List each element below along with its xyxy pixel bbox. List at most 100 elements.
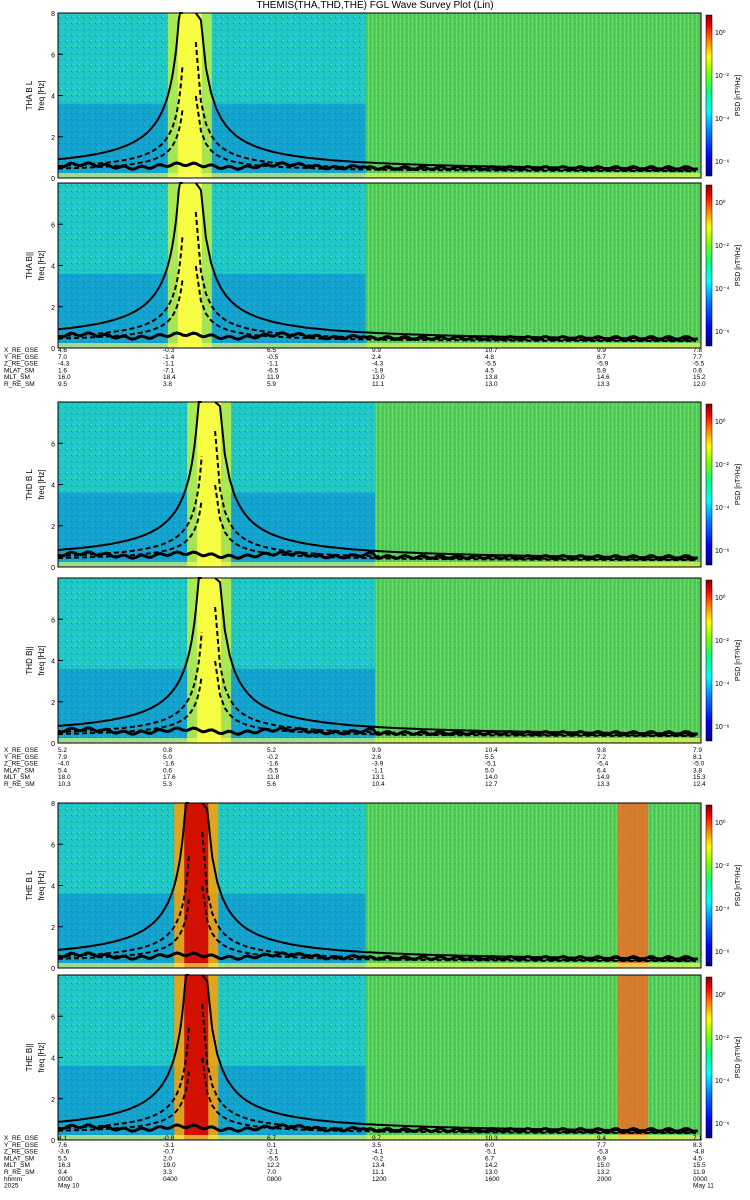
ephemeris-value: 8.1 — [693, 754, 702, 761]
ephemeris-value: -2.1 — [267, 1149, 279, 1156]
ephemeris-value: 5.9 — [267, 381, 276, 388]
colorbar-label: PSD [nT²/Hz] — [735, 865, 742, 906]
ephemeris-value: 18.0 — [58, 774, 71, 781]
ephemeris-value: 8.3 — [693, 1142, 702, 1149]
ephemeris-table: X_RE_GSE 4.6 -0.3 6.5 9.9 10.7 9.9 7.8 Y_RE_GSE 7… — [4, 347, 706, 388]
gyrofrequency-curve — [58, 675, 203, 735]
low-freq-trace — [57, 1123, 699, 1134]
ephemeris-value: 5.2 — [58, 747, 67, 754]
ephemeris-row-label: Y_RE_GSE — [4, 754, 39, 761]
y-tick-label: 2 — [51, 700, 55, 707]
colorbar-tick-label: 10⁻⁴ — [715, 906, 730, 913]
gyrofrequency-curve — [194, 95, 696, 173]
colorbar-label: PSD [nT²/Hz] — [735, 75, 742, 116]
panel-ylabel: THE B|| — [25, 1044, 34, 1072]
y-tick-label: 8 — [51, 801, 55, 808]
y-tick-label: 4 — [51, 884, 55, 891]
ephemeris-value: -3.9 — [372, 761, 384, 768]
panel-unit: freq [Hz] — [37, 250, 46, 280]
ephemeris-value: 11.1 — [372, 381, 385, 388]
colorbar — [705, 579, 713, 742]
y-tick-label: 4 — [51, 264, 55, 271]
wave-streaks — [365, 13, 701, 178]
ephemeris-value: 13.3 — [597, 381, 610, 388]
ephemeris-value: 10.3 — [485, 1135, 498, 1142]
ephemeris-value: 17.6 — [163, 774, 176, 781]
ephemeris-value: 10.4 — [485, 747, 498, 754]
colorbar-tick-label: 10⁻² — [715, 863, 729, 870]
low-freq-strip — [58, 173, 701, 178]
panel-unit: freq [Hz] — [37, 469, 46, 499]
gyrofrequency-curve — [58, 279, 184, 340]
gyrofrequency-curve — [58, 632, 203, 733]
ephemeris-value: 5.5 — [58, 1155, 67, 1162]
ephemeris-value: -4.3 — [58, 361, 70, 368]
ephemeris-value: 12.2 — [267, 1162, 280, 1169]
ephemeris-value: 4.8 — [485, 354, 494, 361]
spectrogram-panel: 0 2 4 6 THE B|| freq [Hz] 10⁰ 10⁻² 10⁻⁴ 10⁻⁶ PSD [… — [25, 974, 742, 1145]
ephemeris-value: -5.3 — [597, 1149, 609, 1156]
ephemeris-value: -0.5 — [267, 354, 279, 361]
ephemeris-row-label: MLT_SM — [4, 1162, 30, 1169]
colorbar-label: PSD [nT²/Hz] — [735, 464, 742, 505]
ephemeris-value: 1.6 — [58, 367, 67, 374]
panel-unit: freq [Hz] — [37, 80, 46, 110]
colorbar — [705, 804, 713, 967]
colorbar-tick-label: 10⁻⁶ — [715, 949, 729, 956]
y-tick-label: 4 — [51, 94, 55, 101]
page-title: THEMIS(THA,THD,THE) FGL Wave Survey Plot… — [256, 0, 494, 11]
low-freq-trace — [57, 550, 699, 561]
gyrofrequency-curve — [57, 401, 202, 551]
high-power-band — [617, 803, 649, 968]
ephemeris-value: -5.5 — [267, 1155, 279, 1162]
ephemeris-value: 6.4 — [597, 767, 606, 774]
low-freq-trace — [57, 331, 699, 342]
ephemeris-value: -5.5 — [693, 361, 705, 368]
colorbar-tick-label: 10⁻⁶ — [715, 329, 729, 336]
colorbar-tick-label: 10⁰ — [715, 819, 726, 827]
ephemeris-value: 5.6 — [267, 781, 276, 788]
panel-unit: freq [Hz] — [37, 1042, 46, 1072]
ephemeris-value: 9.9 — [597, 347, 606, 354]
y-tick-label: 6 — [51, 617, 55, 624]
ephemeris-row-label: Z_RE_GSE — [4, 1149, 39, 1156]
ephemeris-value: -4.1 — [372, 1149, 384, 1156]
colorbar-tick-label: 10⁰ — [715, 29, 726, 37]
ephemeris-row-label: MLAT_SM — [4, 367, 34, 374]
ephemeris-value: 2.6 — [372, 754, 381, 761]
ephemeris-value: -3.6 — [58, 1149, 70, 1156]
colorbar — [705, 14, 713, 177]
colorbar — [705, 976, 713, 1139]
ephemeris-value: -5.4 — [597, 761, 609, 768]
ephemeris-value: 13.8 — [485, 374, 498, 381]
ephemeris-value: 9.5 — [58, 381, 67, 388]
ephemeris-value: 4.5 — [693, 1155, 702, 1162]
ephemeris-row-label: R_RE_SM — [4, 381, 35, 388]
gyrofrequency-curve — [57, 855, 190, 958]
ephemeris-value: -5.1 — [485, 1149, 497, 1156]
low-freq-trace — [57, 161, 699, 172]
gyrofrequency-curve — [57, 974, 189, 1123]
panel-ylabel: THD B L — [25, 469, 34, 500]
ephemeris-value: 5.4 — [58, 767, 67, 774]
ephemeris-value: -4.0 — [58, 761, 70, 768]
ephemeris-value: 10.3 — [58, 781, 71, 788]
ephemeris-row-label: Z_RE_GSE — [4, 361, 39, 368]
colorbar-tick-label: 10⁻² — [715, 73, 729, 80]
ephemeris-value: 9.7 — [372, 1135, 381, 1142]
ephemeris-value: 7.7 — [597, 1142, 606, 1149]
colorbar-tick-label: 10⁰ — [715, 418, 726, 426]
wave-streaks — [374, 578, 701, 743]
low-freq-trace — [57, 951, 699, 962]
colorbar-label: PSD [nT²/Hz] — [735, 640, 742, 681]
ephemeris-value: -0.2 — [372, 1155, 384, 1162]
spectrogram-panel: 0 2 4 6 THA B|| freq [Hz] 10⁰ 10⁻² 10⁻⁴ 10⁻⁶ PSD [… — [25, 182, 742, 353]
y-tick-label: 0 — [51, 741, 55, 748]
ephemeris-value: 16.0 — [58, 374, 71, 381]
ephemeris-value: 11.1 — [372, 1169, 385, 1176]
low-freq-strip — [58, 562, 701, 567]
ephemeris-value: 15.5 — [693, 1162, 706, 1169]
ephemeris-value: -1.1 — [372, 767, 384, 774]
